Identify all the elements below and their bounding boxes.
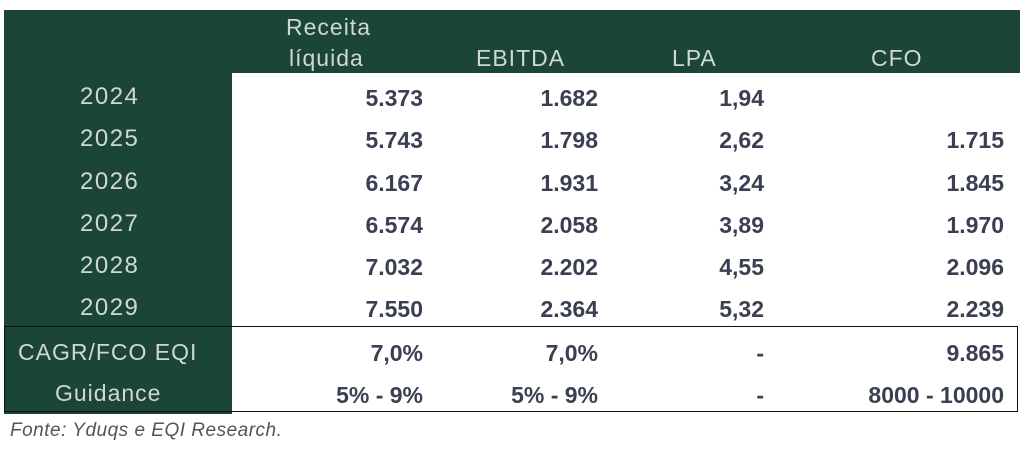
row-year: 2026	[80, 168, 140, 195]
summary-label: CAGR/FCO EQI	[18, 339, 198, 365]
cell-ebitda: 2.202	[540, 254, 598, 280]
row-label-column	[4, 73, 232, 414]
cell-cfo: 1.715	[946, 127, 1004, 153]
cell-cfo: 2.096	[946, 254, 1004, 280]
cell-receita: 7.550	[365, 296, 423, 322]
cell-cfo: 9.865	[946, 340, 1004, 366]
header-band	[4, 10, 1020, 73]
cell-cfo: 1.845	[946, 170, 1004, 196]
cell-ebitda: 5% - 9%	[511, 382, 598, 408]
row-year: 2027	[80, 210, 140, 237]
header-receita-line1: Receita	[286, 14, 371, 40]
header-cfo: CFO	[871, 45, 923, 71]
cell-lpa: 1,94	[719, 85, 764, 111]
cell-receita: 5% - 9%	[336, 382, 423, 408]
row-year: 2024	[80, 83, 140, 110]
cell-receita: 5.743	[365, 127, 423, 153]
cell-receita: 5.373	[365, 85, 423, 111]
cell-receita: 7.032	[365, 254, 423, 280]
cell-ebitda: 2.058	[540, 212, 598, 238]
cell-ebitda: 2.364	[540, 296, 598, 322]
row-year: 2025	[80, 125, 140, 152]
header-lpa: LPA	[672, 45, 717, 71]
cell-lpa: 3,24	[719, 170, 764, 196]
cell-cfo: 1.970	[946, 212, 1004, 238]
row-year: 2029	[80, 294, 140, 321]
cell-lpa: -	[756, 382, 764, 408]
cell-lpa: 4,55	[719, 254, 764, 280]
cell-ebitda: 1.682	[540, 85, 598, 111]
header-receita-line2: líquida	[289, 45, 364, 71]
cell-receita: 6.167	[365, 170, 423, 196]
summary-label: Guidance	[55, 380, 162, 406]
cell-ebitda: 7,0%	[545, 340, 598, 366]
header-ebitda: EBITDA	[476, 45, 566, 71]
cell-receita: 7,0%	[370, 340, 423, 366]
cell-ebitda: 1.931	[540, 170, 598, 196]
cell-lpa: 5,32	[719, 296, 764, 322]
cell-lpa: 2,62	[719, 127, 764, 153]
cell-lpa: -	[756, 340, 764, 366]
cell-receita: 6.574	[365, 212, 423, 238]
cell-ebitda: 1.798	[540, 127, 598, 153]
cell-cfo: 2.239	[946, 296, 1004, 322]
source-note: Fonte: Yduqs e EQI Research.	[10, 420, 283, 441]
cell-lpa: 3,89	[719, 212, 764, 238]
row-year: 2028	[80, 252, 140, 279]
cell-cfo: 8000 - 10000	[868, 382, 1004, 408]
